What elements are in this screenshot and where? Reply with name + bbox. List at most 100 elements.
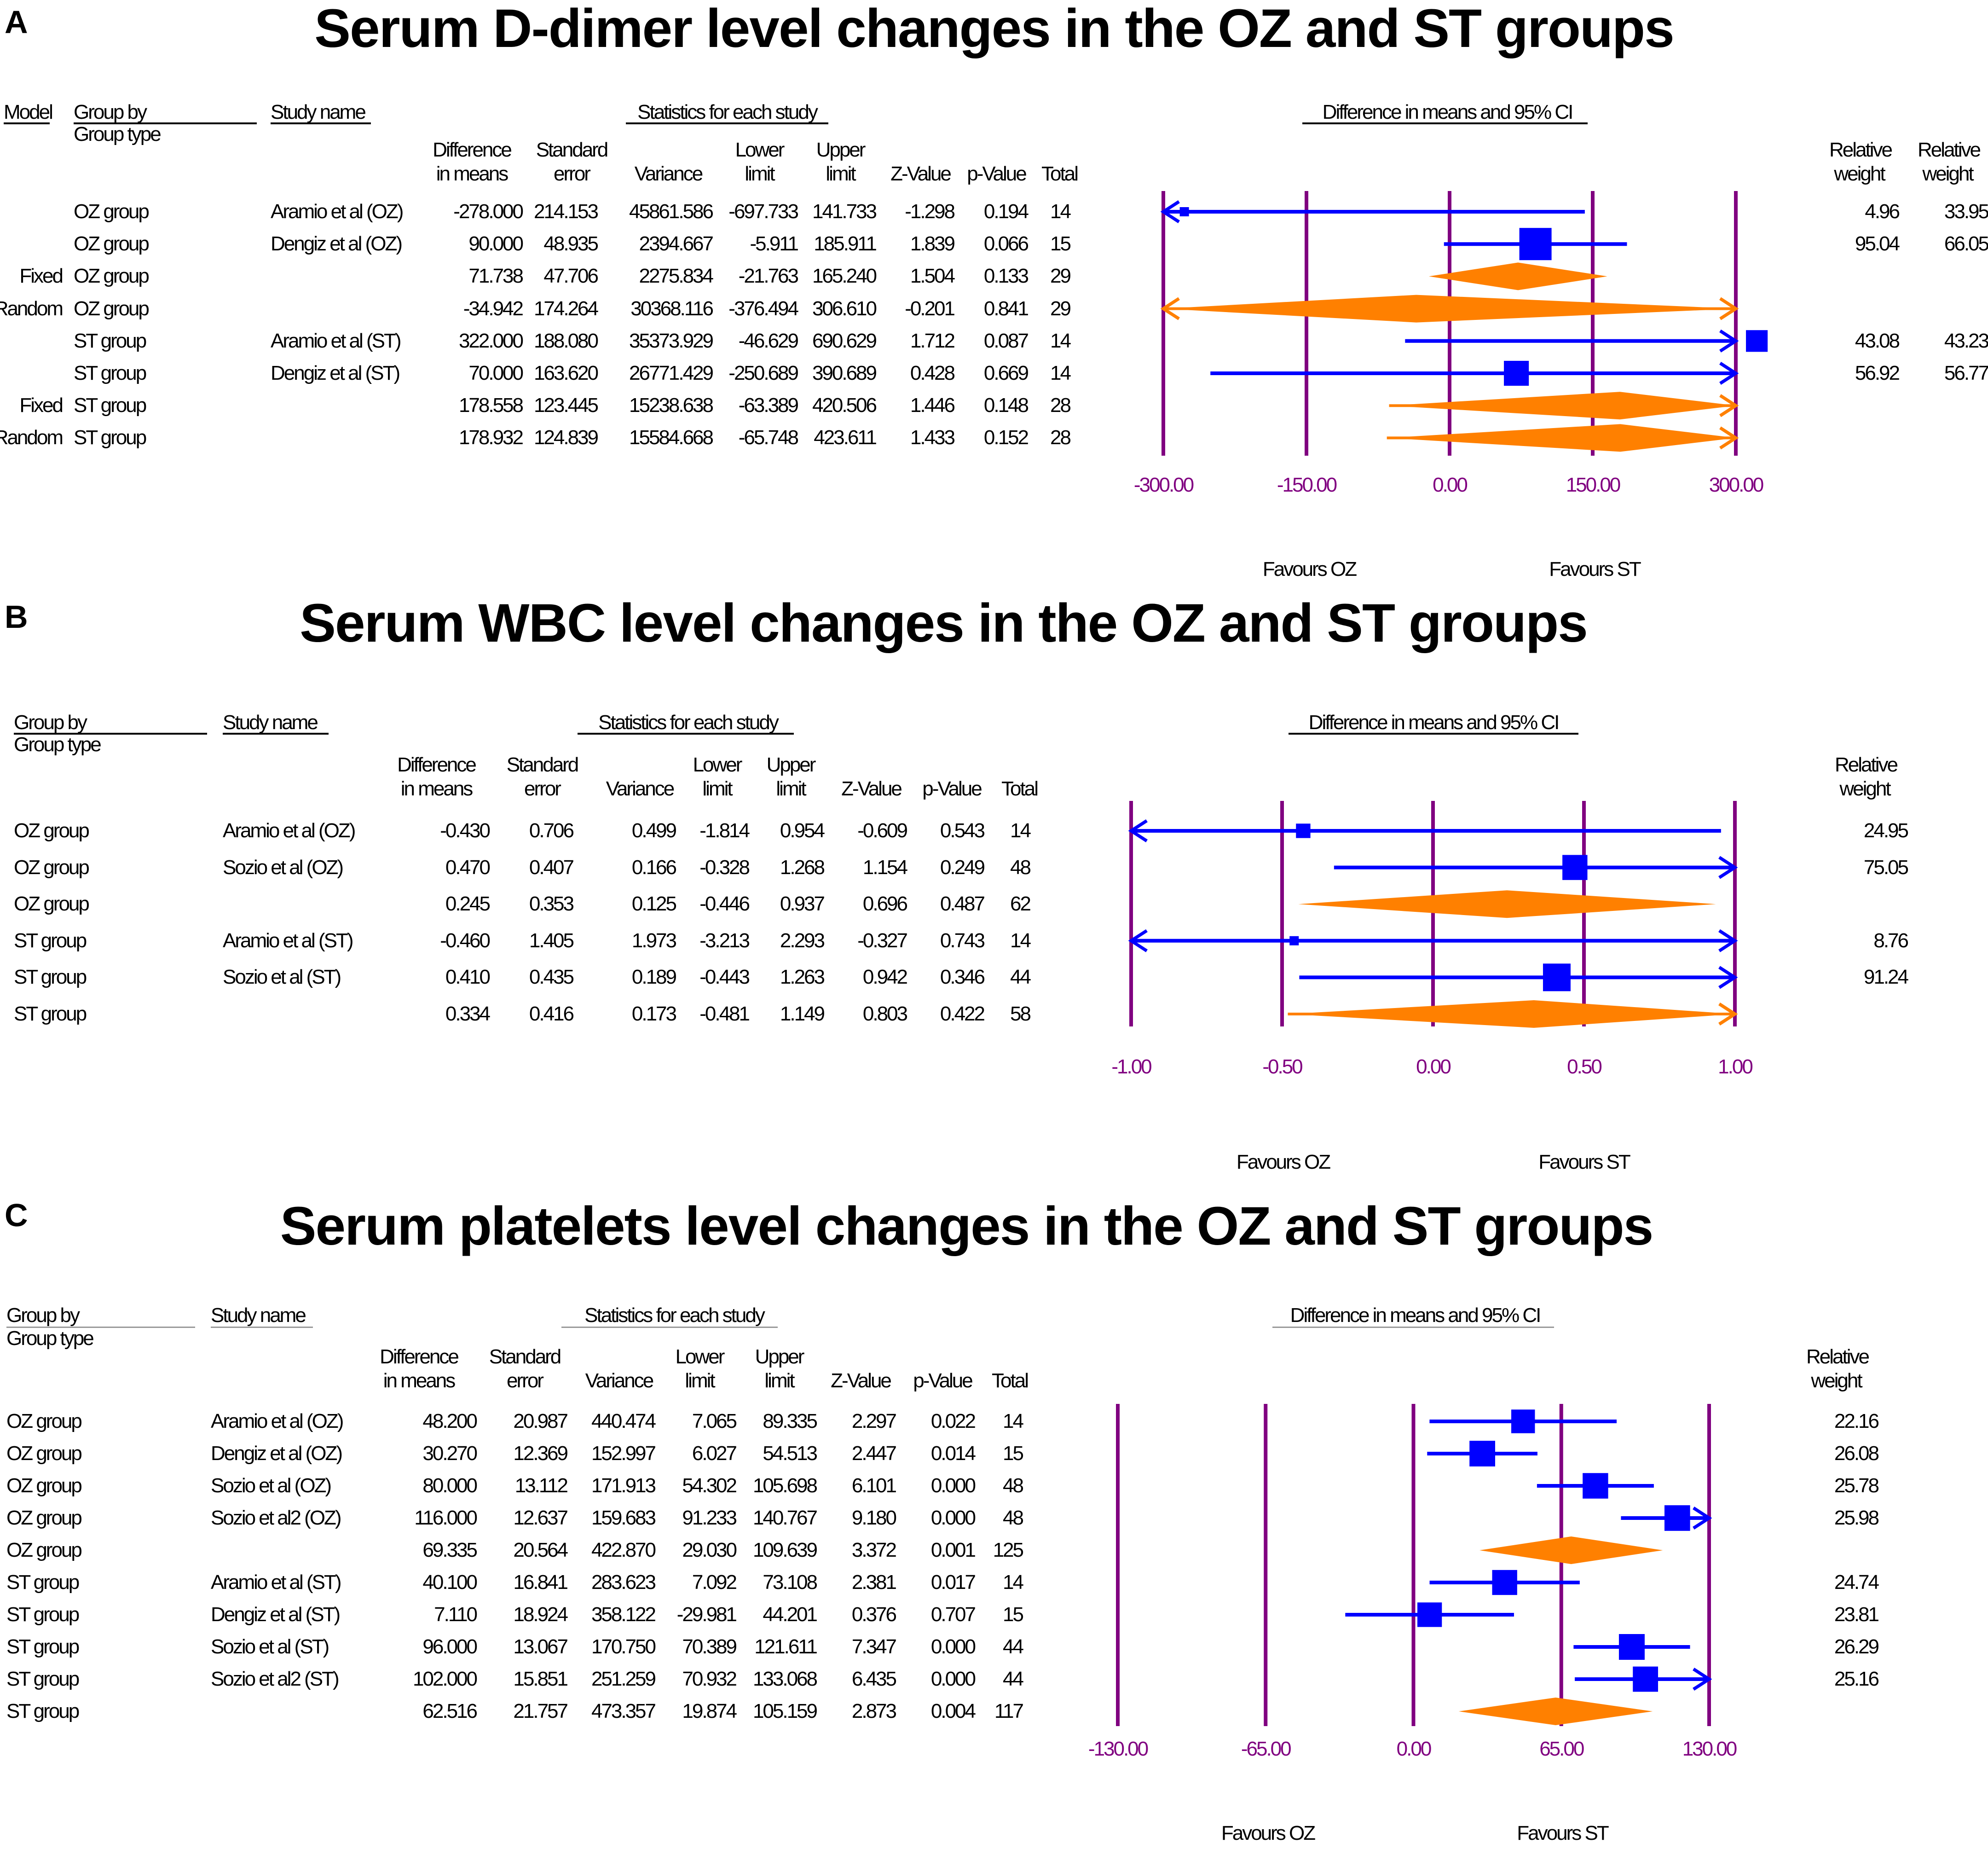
cell-rw1: 95.04: [1855, 232, 1900, 255]
cell-upper: 121.611: [754, 1635, 818, 1658]
tick-label: 0.00: [1416, 1055, 1451, 1078]
header-study-name: Study name: [211, 1304, 306, 1327]
cell-group: ST group: [14, 1003, 87, 1025]
cell-group: ST group: [74, 362, 147, 384]
col-header-var: Variance: [606, 777, 675, 800]
cell-lower: 6.027: [692, 1442, 737, 1465]
cell-se: 20.987: [513, 1410, 568, 1432]
cell-diff: 70.000: [468, 362, 524, 384]
cell-p: 0.346: [940, 966, 985, 989]
cell-upper: 2.293: [780, 929, 825, 952]
cell-diff: 7.110: [434, 1603, 478, 1626]
cell-se: 174.264: [533, 297, 599, 320]
cell-model: Fixed: [19, 265, 64, 288]
cell-rw1: 75.05: [1863, 856, 1909, 879]
cell-total: 125: [993, 1539, 1024, 1561]
cell-upper: 141.733: [812, 200, 877, 223]
cell-model: Random: [0, 297, 64, 320]
header-ci: Difference in means and 95% CI: [1308, 711, 1560, 734]
panel-letter: C: [5, 1197, 28, 1233]
cell-total: 14: [1050, 362, 1071, 384]
col-header-rel1: Relative weight: [1829, 139, 1893, 185]
cell-z: -1.298: [905, 200, 955, 223]
cell-lower: 7.065: [692, 1410, 737, 1432]
col-header-upper: Upper limit: [755, 1345, 805, 1392]
cell-p: 0.004: [930, 1700, 976, 1722]
cell-study: Aramio et al (OZ): [223, 819, 356, 842]
cell-lower: -250.689: [728, 362, 799, 384]
tick-label: 65.00: [1539, 1738, 1584, 1760]
cell-upper: 306.610: [812, 297, 877, 320]
cell-p: 0.066: [983, 232, 1029, 255]
col-header-upper: Upper limit: [816, 139, 866, 185]
cell-upper: 1.149: [780, 1003, 825, 1025]
cell-z: 9.180: [851, 1507, 897, 1529]
cell-p: 0.669: [983, 362, 1029, 384]
cell-study: Dengiz et al (OZ): [271, 232, 403, 255]
col-header-lower: Lower limit: [675, 1345, 725, 1392]
cell-var: 1.973: [631, 929, 677, 952]
tick-label: 300.00: [1709, 474, 1763, 496]
cell-total: 44: [1003, 1668, 1024, 1690]
cell-upper: 109.639: [752, 1539, 818, 1561]
arrow-right: [1719, 329, 1739, 353]
point-estimate: [1543, 963, 1571, 991]
cell-p: 0.087: [983, 329, 1029, 352]
cell-group: OZ group: [6, 1442, 82, 1465]
cell-p: 0.841: [983, 297, 1029, 320]
cell-se: 163.620: [533, 362, 599, 384]
cell-upper: 0.954: [780, 819, 825, 842]
cell-study: Sozio et al (OZ): [211, 1474, 332, 1497]
cell-diff: 102.000: [412, 1668, 478, 1690]
cell-p: 0.743: [940, 929, 985, 952]
cell-group: OZ group: [14, 819, 90, 842]
cell-z: -0.609: [857, 819, 908, 842]
cell-lower: -0.328: [699, 856, 750, 879]
cell-var: 440.474: [591, 1410, 656, 1432]
cell-z: 0.696: [862, 893, 908, 916]
cell-lower: -29.981: [676, 1603, 737, 1626]
col-header-var: Variance: [634, 162, 703, 185]
cell-total: 14: [1003, 1571, 1024, 1594]
cell-diff: 71.738: [468, 265, 524, 288]
cell-upper: 89.335: [763, 1410, 818, 1432]
cell-total: 15: [1050, 232, 1071, 255]
cell-rw2: 33.95: [1944, 200, 1988, 223]
tick-label: -65.00: [1241, 1738, 1291, 1760]
cell-total: 14: [1003, 1410, 1024, 1432]
cell-upper: 423.611: [814, 426, 877, 449]
cell-z: 6.435: [851, 1668, 897, 1690]
favours-left: Favours OZ: [1262, 558, 1357, 580]
col-header-se: Standard error: [506, 754, 579, 800]
cell-lower: -0.481: [699, 1003, 750, 1025]
cell-total: 15: [1003, 1442, 1024, 1465]
cell-group: ST group: [6, 1603, 80, 1626]
arrow-right: [1718, 856, 1738, 879]
cell-diff: -0.460: [440, 929, 491, 952]
cell-se: 123.445: [533, 394, 599, 417]
cell-upper: 165.240: [812, 265, 877, 288]
tick-label: -0.50: [1262, 1055, 1302, 1078]
cell-se: 47.706: [543, 265, 599, 288]
col-header-z: Z-Value: [890, 162, 952, 185]
tick-label: -300.00: [1134, 474, 1194, 496]
cell-total: 62: [1010, 893, 1031, 916]
cell-var: 35373.929: [629, 329, 714, 352]
panel-b: B Serum WBC level changes in the OZ and …: [0, 593, 1988, 1197]
cell-rw2: 43.23: [1944, 329, 1988, 352]
point-estimate: [1511, 1409, 1535, 1433]
cell-se: 0.706: [529, 819, 574, 842]
cell-upper: 44.201: [763, 1603, 818, 1626]
cell-diff: 96.000: [422, 1635, 478, 1658]
cell-diff: 0.334: [445, 1003, 491, 1025]
cell-study: Dengiz et al (ST): [211, 1603, 341, 1626]
arrow-right: [1693, 1668, 1712, 1691]
cell-group: OZ group: [74, 297, 150, 320]
cell-z: 0.376: [851, 1603, 897, 1626]
cell-z: 0.803: [862, 1003, 908, 1025]
cell-upper: 105.159: [752, 1700, 818, 1722]
tick-label: -1.00: [1111, 1055, 1151, 1078]
point-estimate: [1296, 823, 1311, 838]
col-header-se: Standard error: [489, 1345, 562, 1392]
cell-diff: -0.430: [440, 819, 491, 842]
